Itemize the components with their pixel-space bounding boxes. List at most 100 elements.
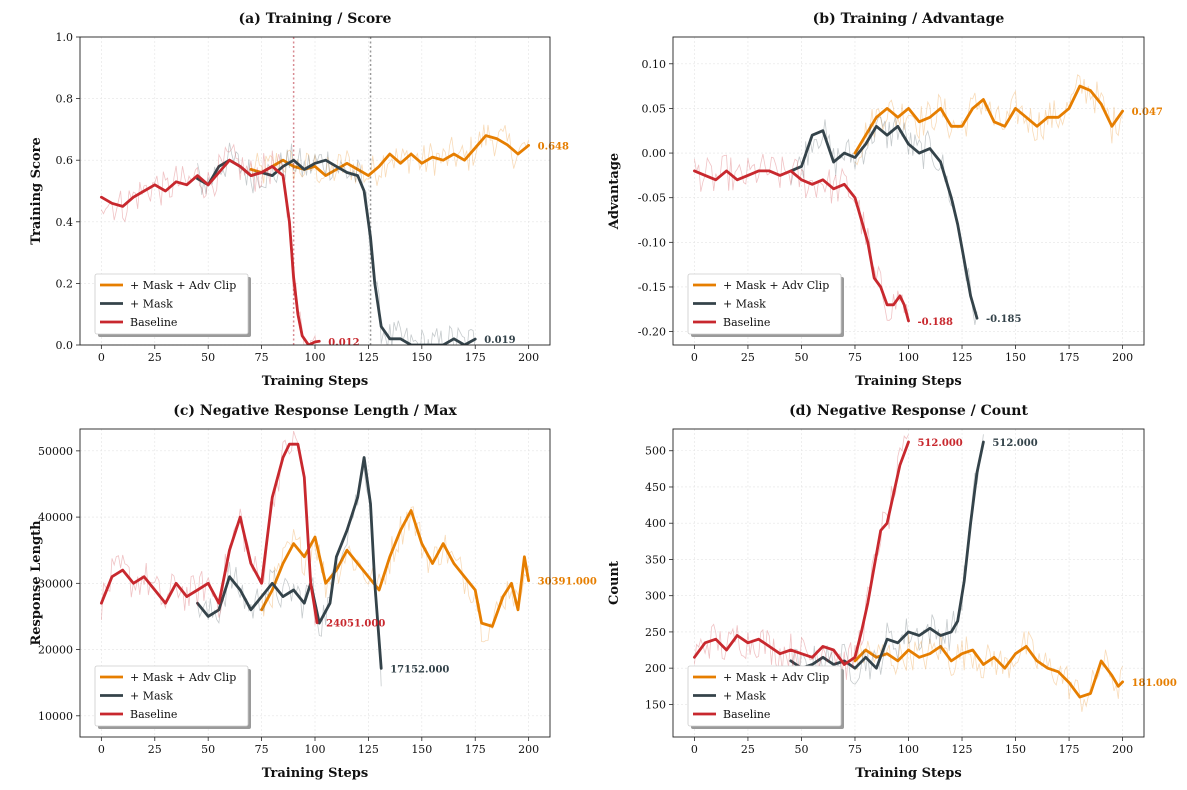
y-tick-label: -0.05 (638, 192, 666, 205)
y-tick-label: 150 (645, 698, 666, 711)
x-tick-label: 50 (794, 351, 808, 364)
panel-3: 30391.000 17152.000 24051.000 0 25 50 75 100 125… (29, 403, 597, 781)
y-tick-label: 200 (645, 662, 666, 675)
end-value-label: 0.019 (484, 335, 515, 346)
x-tick-label: 25 (148, 351, 162, 364)
x-tick-label: 200 (518, 351, 539, 364)
legend-entry: + Mask + Adv Clip (130, 279, 236, 292)
x-tick-label: 0 (98, 351, 105, 364)
end-value-label: 181.000 (1132, 678, 1177, 689)
legend-entry: Baseline (723, 708, 770, 721)
x-tick-label: 125 (952, 743, 973, 756)
x-tick-label: 175 (1059, 351, 1080, 364)
x-tick-label: 75 (848, 743, 862, 756)
y-axis-label: Training Score (29, 137, 44, 245)
end-value-label: 0.047 (1132, 107, 1163, 118)
legend-entry: Baseline (130, 316, 177, 329)
series-line (853, 84, 1124, 155)
x-tick-label: 125 (952, 351, 973, 364)
x-tick-label: 125 (358, 743, 379, 756)
x-tick-label: 50 (201, 351, 215, 364)
x-axis-label: Training Steps (855, 374, 961, 389)
x-tick-label: 50 (794, 743, 808, 756)
raw-trace (854, 74, 1123, 166)
x-tick-label: 0 (691, 351, 698, 364)
series-line (100, 442, 319, 625)
x-tick-label: 75 (255, 743, 269, 756)
legend: + Mask + Adv Clip + Mask Baseline (687, 273, 844, 337)
chart-title: (c) Negative Response Length / Max (173, 403, 457, 419)
raw-trace (694, 434, 909, 680)
end-value-label: 0.648 (538, 141, 569, 152)
x-tick-label: 175 (465, 743, 486, 756)
x-tick-label: 25 (148, 743, 162, 756)
x-tick-label: 25 (741, 351, 755, 364)
chart-title: (d) Negative Response / Count (789, 403, 1028, 419)
x-tick-label: 50 (201, 743, 215, 756)
legend-entry: + Mask + Adv Clip (723, 279, 829, 292)
x-tick-label: 100 (305, 351, 326, 364)
x-tick-label: 0 (691, 743, 698, 756)
end-value-label: 30391.000 (538, 577, 597, 588)
y-tick-label: 500 (645, 445, 666, 458)
legend: + Mask + Adv Clip + Mask Baseline (687, 665, 844, 729)
y-tick-label: 0.6 (56, 154, 74, 167)
y-tick-label: 250 (645, 626, 666, 639)
x-tick-label: 150 (411, 743, 432, 756)
legend-entry: Baseline (130, 708, 177, 721)
y-tick-label: 0.0 (56, 339, 74, 352)
end-value-label: 24051.000 (326, 619, 385, 630)
y-tick-label: 400 (645, 517, 666, 530)
x-axis-label: Training Steps (262, 766, 368, 781)
x-tick-label: 0 (98, 743, 105, 756)
x-tick-label: 150 (411, 351, 432, 364)
x-tick-label: 175 (465, 351, 486, 364)
plot-area (693, 434, 1124, 712)
legend: + Mask + Adv Clip + Mask Baseline (94, 665, 251, 729)
x-tick-label: 200 (1112, 351, 1133, 364)
end-value-label: 0.012 (328, 337, 359, 348)
legend-entry: + Mask + Adv Clip (723, 671, 829, 684)
legend: + Mask + Adv Clip + Mask Baseline (94, 273, 251, 337)
x-tick-label: 200 (1112, 743, 1133, 756)
legend-entry: Baseline (723, 316, 770, 329)
y-tick-label: 350 (645, 553, 666, 566)
y-tick-label: 450 (645, 481, 666, 494)
x-tick-label: 150 (1005, 351, 1026, 364)
chart-title: (b) Training / Advantage (813, 11, 1005, 27)
end-value-label: -0.188 (918, 317, 954, 328)
x-tick-label: 100 (305, 743, 326, 756)
x-tick-label: 25 (741, 743, 755, 756)
end-value-label: 17152.000 (390, 664, 449, 675)
series-line (853, 645, 1124, 699)
legend-entry: + Mask (130, 690, 173, 703)
chart-title: (a) Training / Score (239, 11, 392, 27)
x-tick-label: 100 (898, 351, 919, 364)
y-tick-label: 1.0 (56, 31, 74, 44)
y-tick-label: 50000 (38, 445, 73, 458)
series-line (249, 134, 530, 177)
legend-entry: + Mask (723, 690, 766, 703)
y-tick-label: -0.10 (638, 236, 666, 249)
y-axis-label: Response Length (29, 520, 44, 646)
x-tick-label: 200 (518, 743, 539, 756)
raw-trace (854, 630, 1123, 712)
series-line (100, 158, 321, 345)
legend-entry: + Mask (723, 298, 766, 311)
y-axis-label: Count (607, 561, 622, 605)
plot-area (100, 430, 530, 687)
x-axis-label: Training Steps (262, 374, 368, 389)
y-tick-label: 0.05 (642, 102, 667, 115)
x-tick-label: 75 (848, 351, 862, 364)
x-tick-label: 125 (358, 351, 379, 364)
panel-4: 181.000 512.000 512.000 0 25 50 75 100 125 150 175… (607, 403, 1177, 781)
y-tick-label: 0.8 (56, 93, 74, 106)
end-value-label: 512.000 (992, 438, 1037, 449)
x-axis-label: Training Steps (855, 766, 961, 781)
series-line (196, 456, 383, 670)
y-tick-label: 20000 (38, 644, 73, 657)
y-tick-label: 0.4 (56, 216, 74, 229)
y-tick-label: 0.00 (642, 147, 667, 160)
y-tick-label: 300 (645, 590, 666, 603)
